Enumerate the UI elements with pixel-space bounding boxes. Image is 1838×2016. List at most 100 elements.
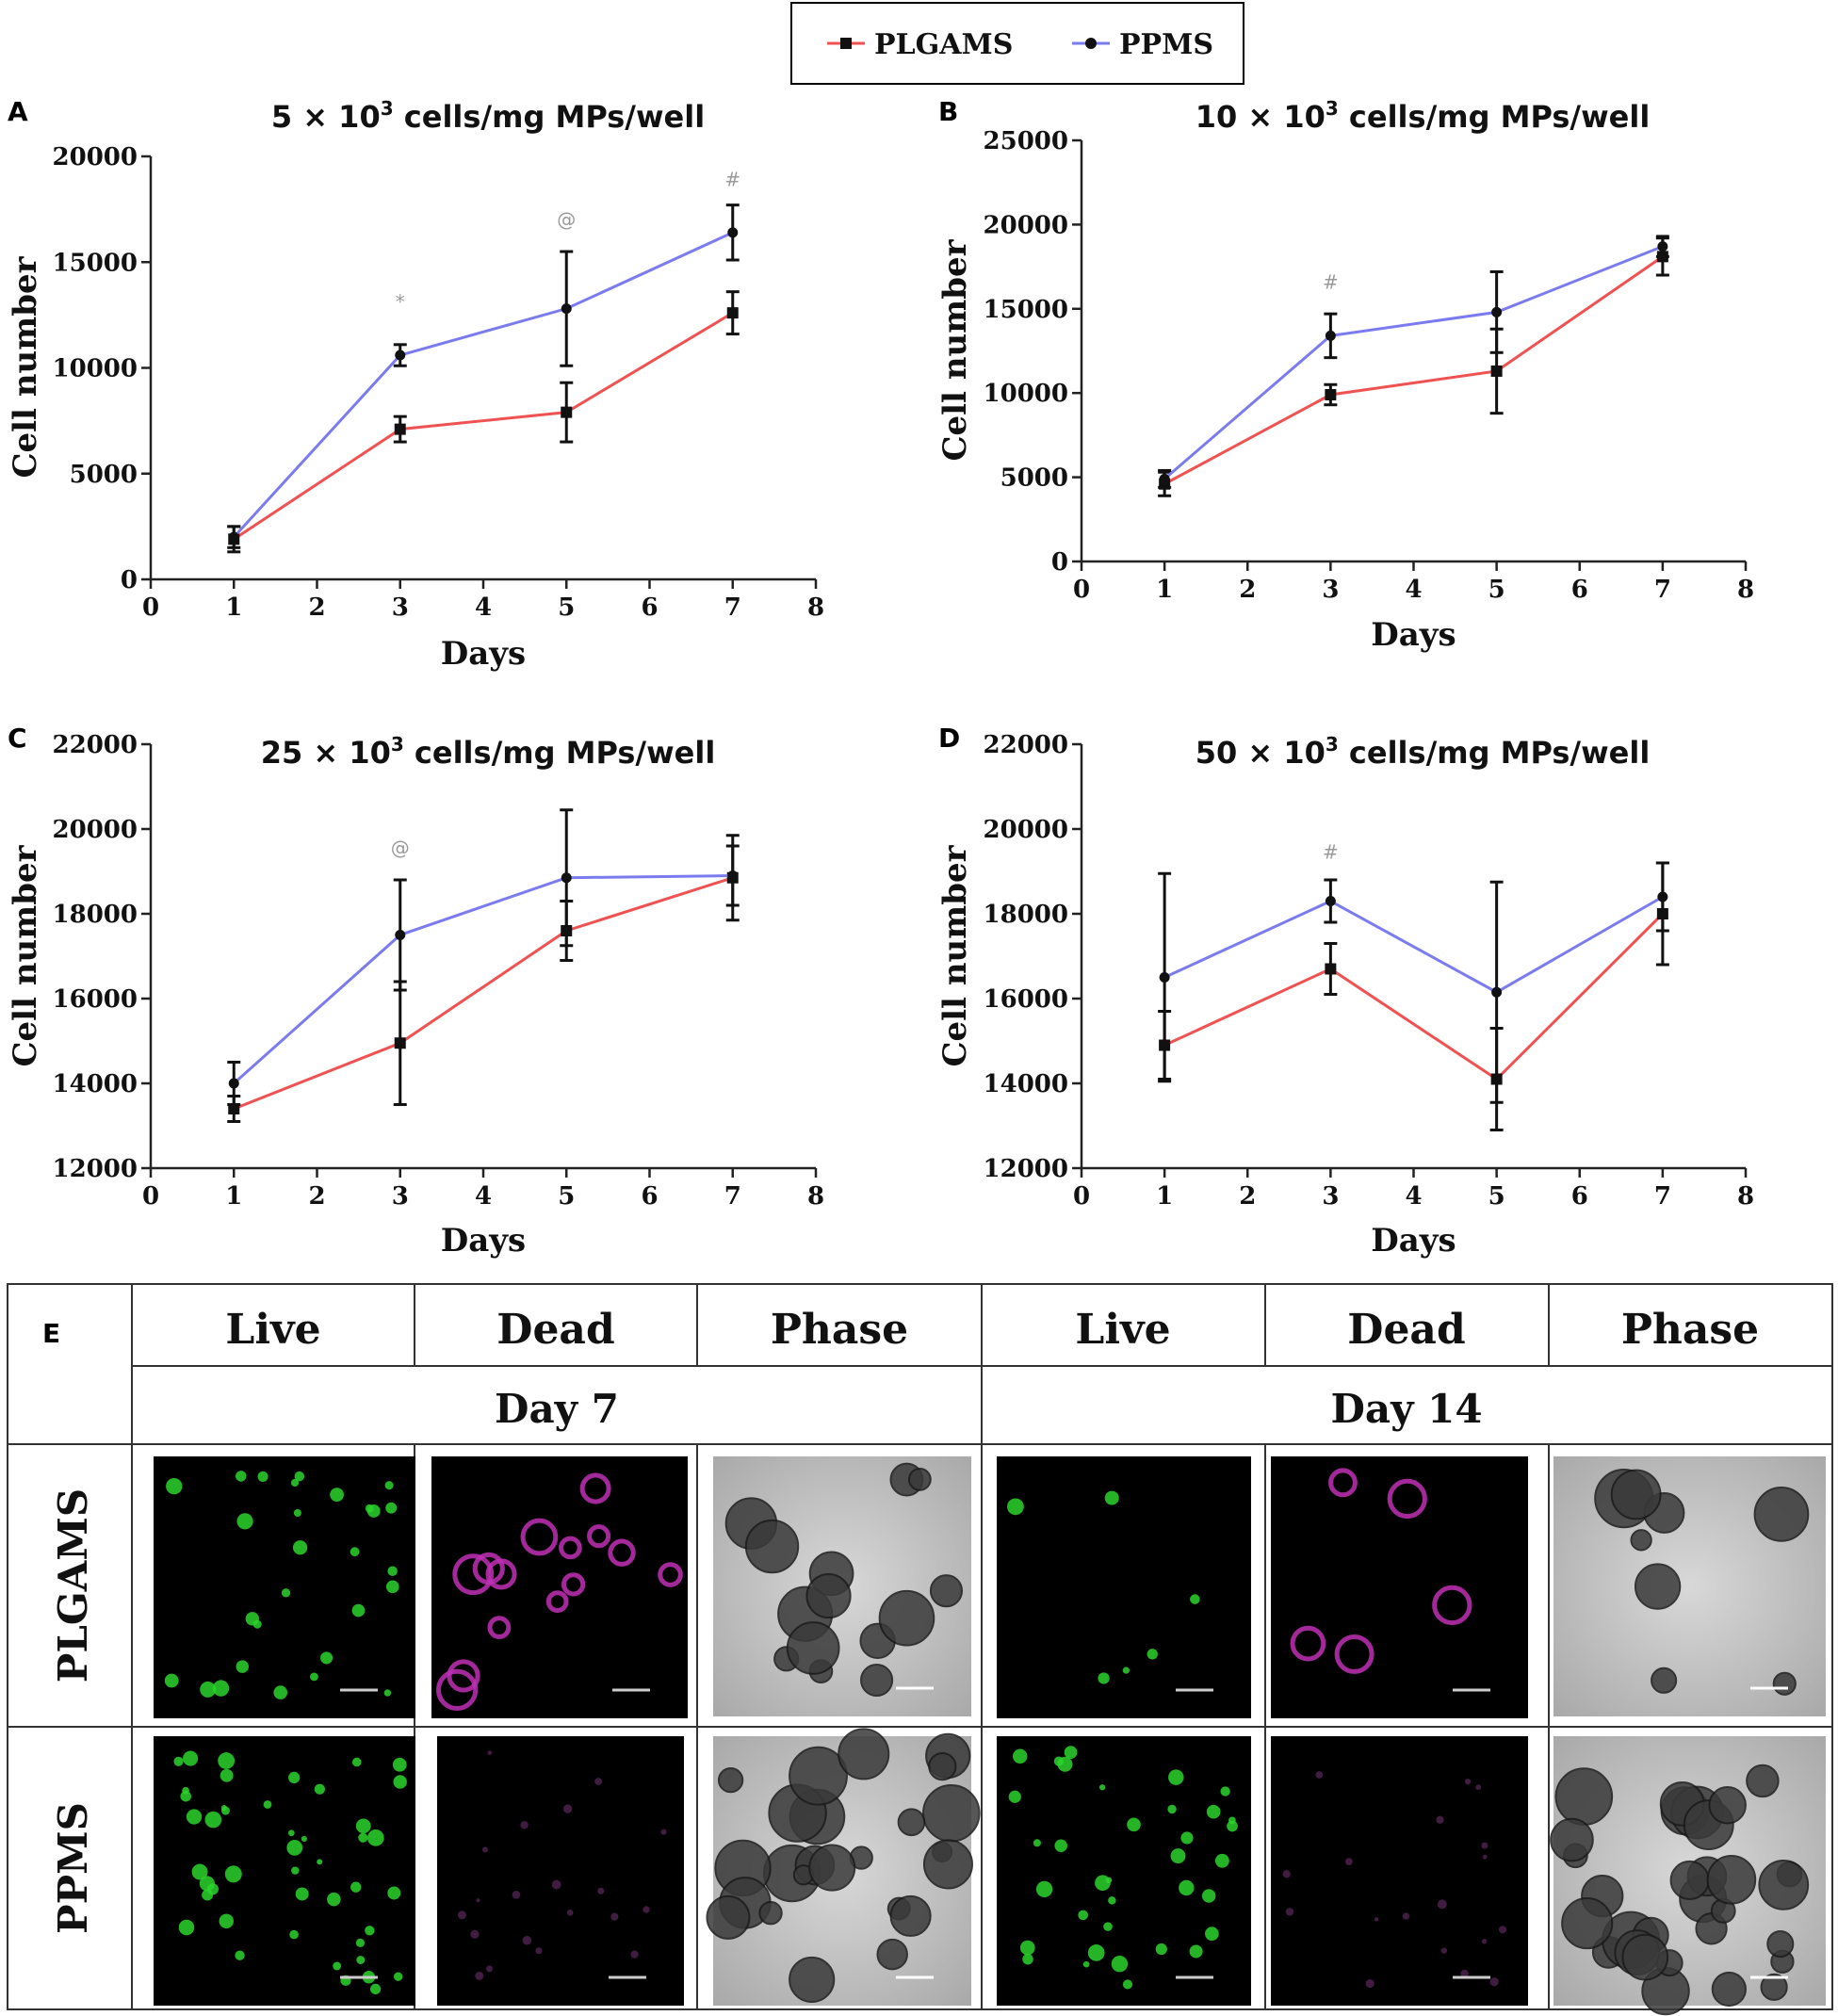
x-tick-label: 1 (1156, 1182, 1173, 1211)
chart-title-sup: 3 (391, 733, 404, 756)
y-tick-label: 22000 (984, 731, 1068, 759)
data-point-plgams (1325, 388, 1337, 400)
cell-blob (1008, 1790, 1021, 1803)
cell-blob (1315, 1771, 1324, 1779)
cell-blob (369, 1983, 382, 1995)
x-tick-label: 6 (1571, 1182, 1588, 1211)
cell-blob (289, 1929, 299, 1940)
x-tick-label: 5 (1488, 1182, 1505, 1211)
chart-title-prefix: 50 × 10 (1196, 735, 1326, 771)
series-line (1163, 912, 1664, 1081)
cell-blob (1489, 1977, 1499, 1987)
data-point-plgams (726, 307, 739, 319)
y-tick-label: 18000 (984, 901, 1068, 929)
cell-blob (1122, 1666, 1130, 1674)
cell-blob (1220, 1786, 1230, 1797)
row-label-ppms: PPMS (50, 1802, 96, 1934)
y-tick-label: 18000 (53, 901, 138, 929)
cell-blob (520, 1821, 529, 1829)
cell-blob (292, 1540, 308, 1555)
cell-blob (327, 1892, 341, 1907)
cell-blob (608, 1538, 636, 1567)
y-tick-label: 15000 (984, 296, 1068, 324)
y-tick-label: 0 (1051, 548, 1068, 577)
cell-blob (642, 1906, 650, 1913)
panel-label: A (8, 96, 28, 127)
cell-blob (273, 1685, 288, 1699)
cell-blob (365, 1926, 375, 1936)
x-tick-label: 3 (392, 1182, 409, 1211)
cell-blob (263, 1800, 272, 1809)
x-axis-label: Days (441, 635, 526, 673)
x-tick-label: 2 (308, 1182, 325, 1211)
cell-blob (928, 1751, 957, 1781)
x-axis-label: Days (441, 1222, 526, 1260)
cell-blob (1746, 1764, 1780, 1798)
x-tick-label: 3 (1322, 576, 1339, 604)
cell-blob (805, 1572, 852, 1619)
x-tick-label: 8 (1737, 1182, 1754, 1211)
cell-blob (758, 1901, 783, 1926)
cell-blob (476, 1898, 480, 1903)
cell-blob (1669, 1860, 1710, 1901)
data-point-ppms (1657, 891, 1668, 902)
cell-blob (287, 1829, 295, 1837)
legend-plgams-label: PLGAMS (874, 28, 1013, 61)
cell-blob (706, 1894, 751, 1940)
chart-title-sup: 3 (1326, 97, 1339, 120)
y-tick-label: 20000 (53, 816, 138, 844)
cell-blob (356, 1956, 366, 1964)
panel-label: B (938, 96, 958, 127)
y-tick-label: 16000 (984, 985, 1068, 1014)
cell-blob (236, 1660, 250, 1673)
cell-blob (1098, 1672, 1110, 1684)
y-tick-label: 5000 (70, 461, 138, 489)
micrograph-live (154, 1456, 415, 1718)
cell-blob (1087, 1944, 1105, 1961)
chart-title: 5 × 103 cells/mg MPs/well (271, 97, 705, 135)
cell-blob (660, 1829, 667, 1835)
chart-title-prefix: 5 × 10 (271, 99, 381, 135)
cell-blob (218, 1752, 236, 1769)
cell-blob (717, 1766, 744, 1794)
cell-blob (333, 1961, 342, 1971)
row-label-plgams: PLGAMS (50, 1488, 96, 1683)
cell-blob (393, 1972, 403, 1981)
cell-blob (876, 1938, 908, 1971)
panel-e-frame (7, 1283, 1833, 2010)
legend-ppms-label: PPMS (1119, 28, 1213, 61)
cell-blob (1064, 1746, 1078, 1759)
series-line (1163, 255, 1664, 486)
significance-marker: # (724, 168, 740, 190)
data-point-plgams (1325, 963, 1337, 975)
y-tick-label: 14000 (984, 1070, 1068, 1098)
cell-blob (1344, 1858, 1353, 1866)
series-ppms (1158, 861, 1669, 1104)
cell-blob (610, 1912, 619, 1921)
cell-blob (351, 1757, 362, 1767)
column-header-dead-day14: Dead (1347, 1306, 1465, 1354)
series-ppms (227, 203, 740, 549)
cell-blob (597, 1887, 605, 1894)
cell-blob (1630, 1529, 1652, 1552)
series-line (233, 874, 733, 1085)
cell-blob (288, 1771, 301, 1784)
x-tick-label: 5 (558, 1182, 575, 1211)
cell-blob (392, 1757, 407, 1772)
panel-label: C (8, 723, 27, 754)
cell-blob (1550, 1817, 1594, 1862)
cell-blob (1436, 1815, 1444, 1824)
cell-blob (1481, 1939, 1488, 1944)
cell-blob (281, 1588, 291, 1598)
x-axis-label: Days (1371, 1222, 1456, 1260)
cell-blob (1402, 1912, 1410, 1920)
cell-blob (1753, 1487, 1810, 1542)
cell-blob (366, 1829, 384, 1846)
micrograph-background (154, 1456, 415, 1718)
x-tick-label: 1 (225, 1182, 242, 1211)
cell-blob (1189, 1944, 1203, 1959)
cell-blob (385, 1502, 398, 1514)
cell-blob (1460, 1969, 1469, 1978)
